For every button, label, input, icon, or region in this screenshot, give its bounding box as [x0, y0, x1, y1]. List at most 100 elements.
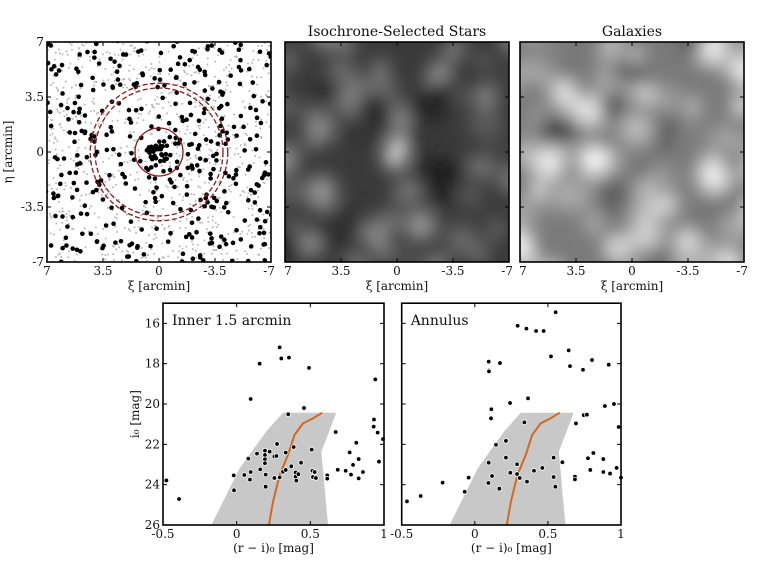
black-point: [197, 253, 203, 258]
heatmap-cell: [462, 186, 480, 204]
black-point: [94, 239, 100, 245]
grey-point: [218, 206, 221, 209]
grey-point: [105, 115, 108, 118]
star-point: [262, 460, 268, 466]
grey-point: [160, 91, 163, 94]
black-point: [226, 174, 232, 179]
star-point: [462, 489, 468, 495]
grey-point: [181, 102, 184, 105]
grey-point: [257, 196, 260, 199]
grey-point: [97, 125, 100, 128]
heatmap-cell: [497, 42, 509, 53]
grey-point: [167, 101, 170, 104]
grey-point: [203, 252, 206, 255]
grey-point: [228, 63, 231, 66]
grey-point: [124, 83, 127, 86]
grey-point: [95, 112, 98, 115]
star-point: [346, 449, 353, 456]
grey-point: [116, 119, 119, 122]
grey-point: [161, 242, 164, 245]
grey-point: [134, 46, 137, 49]
black-point: [184, 192, 190, 197]
black-point: [53, 213, 58, 219]
grey-point: [265, 94, 268, 97]
grey-point: [93, 212, 96, 215]
grey-point: [198, 221, 201, 224]
grey-point: [239, 194, 242, 197]
grey-point: [170, 186, 173, 189]
grey-point: [145, 103, 148, 106]
grey-point: [257, 253, 260, 256]
grey-point: [206, 231, 209, 234]
grey-point: [250, 204, 253, 207]
black-point: [90, 189, 96, 195]
grey-point: [183, 71, 186, 74]
grey-point: [74, 165, 77, 168]
grey-point: [265, 100, 268, 103]
grey-point: [80, 114, 83, 117]
black-point: [78, 82, 84, 88]
grey-point: [243, 191, 246, 194]
grey-point: [97, 191, 100, 194]
black-point: [140, 71, 145, 76]
grey-point: [199, 149, 202, 152]
black-point: [222, 237, 227, 243]
black-point: [189, 163, 195, 169]
black-point: [211, 195, 217, 201]
heatmap-cell: [751, 49, 769, 67]
black-point: [152, 176, 158, 181]
black-point: [116, 152, 122, 158]
black-point: [127, 116, 132, 122]
black-point: [109, 205, 114, 211]
black-point: [47, 109, 53, 115]
y-tick-label: 24: [145, 478, 161, 492]
grey-point: [259, 127, 262, 130]
black-point: [215, 141, 221, 147]
grey-point: [194, 101, 197, 104]
grey-point: [152, 205, 155, 208]
grey-point: [202, 168, 205, 171]
black-point: [67, 130, 73, 135]
grey-point: [81, 43, 84, 46]
grey-point: [260, 118, 263, 121]
grey-point: [69, 62, 72, 65]
heatmap-cell: [683, 42, 705, 55]
x-tick-label: 0: [628, 264, 636, 278]
grey-point: [111, 173, 114, 176]
grey-point: [136, 122, 139, 125]
black-point: [175, 61, 181, 67]
black-point: [203, 137, 209, 142]
heatmap-cell: [315, 75, 342, 102]
grey-point: [67, 66, 70, 69]
black-point: [152, 195, 158, 201]
black-point: [233, 181, 239, 187]
grey-point: [166, 112, 169, 115]
grey-point: [69, 157, 72, 160]
black-point: [128, 120, 134, 125]
star-point: [313, 475, 319, 481]
black-point: [242, 218, 248, 223]
grey-point: [93, 80, 96, 83]
black-point: [179, 114, 185, 120]
grey-point: [145, 242, 148, 245]
black-point: [262, 258, 268, 262]
black-point: [153, 155, 159, 161]
black-point: [48, 243, 54, 248]
heatmap-cell: [733, 28, 745, 40]
black-point: [96, 61, 102, 66]
heatmap-cell: [640, 181, 653, 194]
grey-point: [273, 241, 275, 243]
grey-point: [81, 65, 84, 68]
grey-point: [102, 53, 105, 56]
black-point: [260, 99, 265, 104]
grey-point: [193, 53, 196, 56]
grey-point: [95, 80, 98, 83]
heatmap-cell: [470, 238, 491, 260]
black-point: [167, 134, 173, 140]
black-point: [76, 94, 81, 100]
x-axis-label: ξ [arcmin]: [366, 279, 428, 293]
grey-point: [266, 218, 269, 221]
grey-point: [111, 244, 114, 247]
black-point: [159, 193, 165, 199]
grey-point: [157, 72, 160, 75]
